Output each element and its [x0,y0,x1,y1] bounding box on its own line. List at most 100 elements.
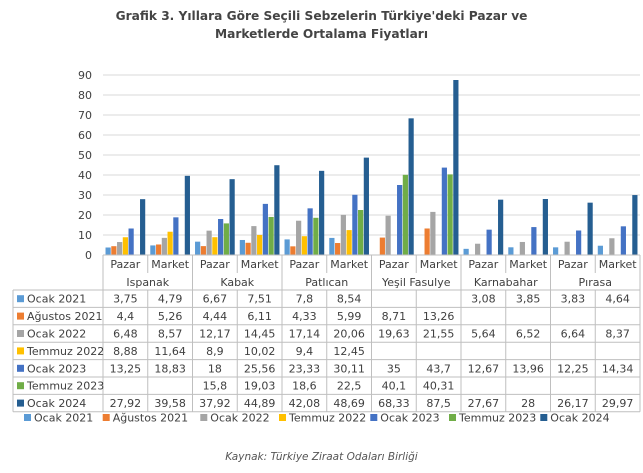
x-category-label: Pazar [468,258,498,271]
table-value: 4,79 [158,293,183,306]
table-value: 4,64 [605,293,630,306]
table-legend-key [17,382,24,390]
table-value: 25,56 [244,362,276,375]
legend-label: Ocak 2021 [34,412,93,425]
bar [352,194,358,255]
x-category-label: Market [241,258,279,271]
table-value: 43,7 [426,362,451,375]
table-value: 20,06 [333,328,365,341]
bar [319,170,325,255]
table-value: 12,45 [333,345,365,358]
legend-key [449,414,456,421]
table-series-label: Temmuz 2022 [26,345,104,358]
bar [251,226,257,255]
x-group-label: Patlıcan [305,276,348,289]
table-value: 6,48 [113,328,138,341]
bar [609,238,615,255]
x-group-label: Kabak [220,276,254,289]
x-category-label: Pazar [110,258,140,271]
table-legend-key [17,364,24,372]
bar [257,234,263,255]
bar [335,243,341,255]
table-value: 8,37 [605,328,630,341]
bar [358,210,364,255]
legend-key [24,414,31,421]
y-tick-label: 80 [78,89,92,102]
table-value: 35 [387,362,401,375]
bar [453,80,459,255]
bar [212,237,218,255]
bar [632,195,638,255]
bar [128,228,134,255]
x-category-label: Market [509,258,547,271]
bar [245,242,251,255]
table-legend-key [17,330,24,337]
table-value: 6,64 [561,328,586,341]
y-tick-label: 70 [78,109,92,122]
bar [498,199,504,255]
table-value: 30,11 [333,362,365,375]
bar [195,241,201,255]
table-value: 42,08 [289,397,321,410]
table-value: 11,64 [154,345,186,358]
bar [218,219,224,255]
bar [296,220,302,255]
legend-label: Ağustos 2021 [113,412,188,425]
bar [463,248,469,255]
table-value: 14,45 [244,328,276,341]
bar [313,217,319,255]
bar [447,174,453,255]
x-category-label: Pazar [289,258,319,271]
table-value: 68,33 [378,397,410,410]
table-value: 12,17 [199,328,231,341]
table-legend-key [17,295,24,303]
bar [184,175,190,255]
legend-key [102,414,110,421]
table-value: 19,63 [378,328,410,341]
table-value: 8,88 [113,345,138,358]
table-value: 6,11 [247,310,272,323]
chart-title: Grafik 3. Yıllara Göre Seçili Sebzelerin… [0,7,643,43]
table-value: 21,55 [423,328,455,341]
table-value: 7,51 [247,293,272,306]
bar [262,203,268,255]
y-tick-label: 90 [78,69,92,82]
bar [301,236,307,255]
legend-key [200,414,208,421]
x-category-label: Market [420,258,458,271]
table-value: 3,85 [516,293,541,306]
table-value: 29,97 [602,397,634,410]
table-value: 8,71 [382,310,407,323]
bar [379,237,385,255]
table-value: 3,08 [471,293,496,306]
bar [140,199,146,255]
table-value: 13,96 [512,362,544,375]
table-value: 19,03 [244,380,276,393]
bar [290,246,296,255]
table-value: 5,26 [158,310,183,323]
bar [475,243,481,255]
bar [597,245,603,255]
bar [508,247,514,255]
y-tick-label: 40 [78,169,92,182]
chart-title-line-1: Grafik 3. Yıllara Göre Seçili Sebzelerin… [115,9,528,23]
bar [346,230,352,255]
x-category-label: Pazar [200,258,230,271]
bar [268,216,274,255]
bar [150,245,156,255]
bar [397,185,403,255]
table-value: 22,5 [337,380,362,393]
x-group-label: Pırasa [579,276,612,289]
table-value: 26,17 [557,397,589,410]
y-tick-label: 50 [78,149,92,162]
table-value: 13,25 [110,362,142,375]
x-group-label: Karnabahar [474,276,538,289]
table-value: 15,8 [203,380,228,393]
table-value: 39,58 [154,397,186,410]
x-category-label: Market [599,258,637,271]
bar [430,211,436,255]
x-category-label: Market [151,258,189,271]
legend-label: Temmuz 2022 [288,412,366,425]
y-tick-label: 30 [78,189,92,202]
table-value: 28 [521,397,535,410]
